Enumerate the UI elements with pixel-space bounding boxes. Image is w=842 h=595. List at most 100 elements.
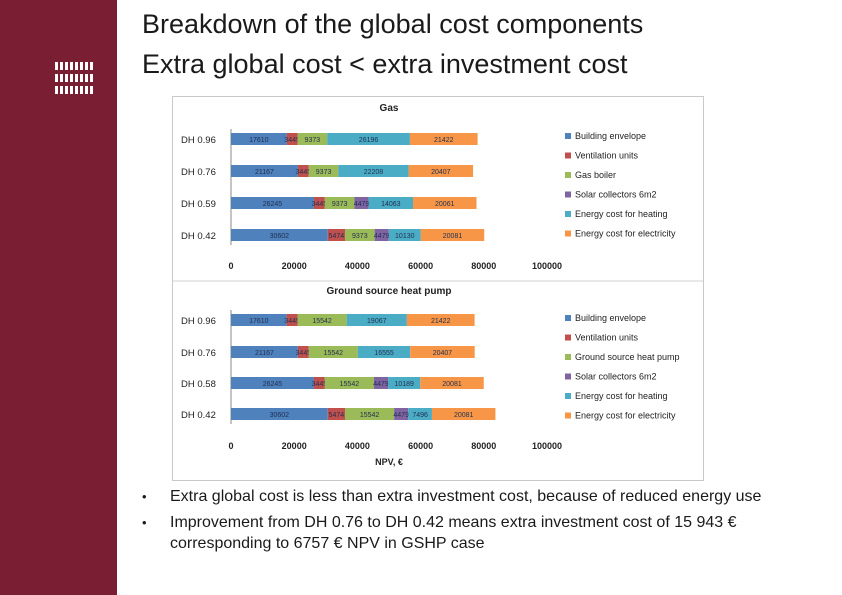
bar-segment [313, 377, 325, 389]
bar-segment [231, 377, 314, 389]
data-label: 21167 [255, 350, 274, 357]
left-decorative-band [0, 0, 117, 595]
x-tick-label: 0 [228, 261, 233, 271]
data-label: 20407 [433, 350, 453, 357]
chart-title: Gas [380, 103, 399, 114]
data-label: 20407 [431, 169, 451, 176]
bar-segment [413, 197, 477, 209]
legend-entry: Solar collectors 6m2 [575, 372, 657, 382]
data-label: 5474 [329, 233, 345, 240]
data-label: 21167 [255, 169, 274, 176]
legend-entry: Energy cost for electricity [575, 411, 676, 421]
legend-swatch [565, 315, 571, 321]
data-label: 3445 [312, 201, 328, 208]
data-label: 17610 [249, 318, 269, 325]
bar-segment [297, 346, 309, 358]
data-label: 3445 [296, 350, 312, 357]
category-label: DH 0.58 [181, 379, 216, 390]
bar-segment [408, 165, 474, 177]
legend-entry: Gas boiler [575, 170, 616, 180]
legend-entry: Building envelope [575, 313, 646, 323]
bar-segment [231, 197, 314, 209]
bar-segment [409, 133, 478, 145]
legend-swatch [565, 172, 571, 178]
data-label: 9373 [305, 137, 321, 144]
x-tick-label: 60000 [408, 261, 433, 271]
data-label: 20081 [454, 412, 474, 419]
legend-swatch [565, 191, 571, 198]
data-label: 20081 [443, 233, 463, 240]
x-tick-label: 80000 [471, 261, 496, 271]
slide-title-line-1: Breakdown of the global cost components [142, 9, 644, 39]
x-tick-label: 20000 [282, 261, 307, 271]
data-label: 19067 [367, 318, 387, 325]
bar-segment [346, 314, 407, 326]
bar-segment [345, 229, 375, 241]
chart-panel: Gas DH 0.96 17610 3445 9373 0 26196 21422 DH 0.7… [172, 96, 704, 481]
data-label: 20081 [442, 381, 462, 388]
category-label: DH 0.76 [181, 348, 216, 359]
category-label: DH 0.96 [181, 316, 216, 327]
x-tick-label: 100000 [532, 441, 562, 451]
data-label: 26245 [263, 381, 283, 388]
bar-segment [338, 165, 409, 177]
bar-segment [388, 377, 421, 389]
data-label: 26245 [263, 201, 283, 208]
slide-title-line-2: Extra global cost < extra investment cos… [142, 49, 628, 79]
bar-segment [297, 165, 309, 177]
legend-entry: Energy cost for heating [575, 209, 668, 219]
category-label: DH 0.76 [181, 167, 216, 178]
bar-segment [420, 377, 484, 389]
bar-segment [308, 346, 358, 358]
legend-swatch [565, 393, 571, 399]
bar-segment [297, 133, 328, 145]
x-axis-label: NPV, € [375, 457, 403, 467]
bar-segment [286, 133, 298, 145]
data-label: 10189 [394, 381, 414, 388]
bar-segment [297, 314, 347, 326]
legend-entry: Energy cost for electricity [575, 229, 676, 239]
bar-segment [368, 197, 414, 209]
data-label: 30602 [270, 412, 290, 419]
data-label: 16555 [374, 350, 394, 357]
data-label: 30602 [270, 233, 290, 240]
legend-entry: Ground source heat pump [575, 352, 680, 362]
data-label: 17610 [249, 137, 269, 144]
bar-segment [394, 408, 409, 420]
stacked-bar-charts: Gas DH 0.96 17610 3445 9373 0 26196 21422 DH 0.7… [173, 103, 703, 467]
legend-swatch [565, 334, 571, 341]
x-tick-label: 0 [228, 441, 233, 451]
data-label: 9373 [352, 233, 368, 240]
legend-swatch [565, 133, 571, 139]
data-label: 15542 [324, 350, 344, 357]
bar-segment [420, 229, 485, 241]
legend-swatch [565, 373, 571, 380]
data-label: 22208 [364, 169, 384, 176]
bar-segment [388, 229, 421, 241]
data-label: 4479 [373, 381, 389, 388]
legend-swatch [565, 354, 571, 360]
legend-swatch [565, 412, 571, 419]
data-label: 7496 [412, 412, 428, 419]
x-tick-label: 100000 [532, 261, 562, 271]
data-label: 15542 [312, 318, 332, 325]
bar-segment [308, 165, 339, 177]
legend-entry: Ventilation units [575, 151, 639, 161]
data-label: 3445 [312, 381, 328, 388]
x-tick-label: 40000 [345, 441, 370, 451]
bar-segment [357, 346, 411, 358]
bullet-list: • Extra global cost is less than extra i… [142, 486, 822, 559]
bullet-text: Extra global cost is less than extra inv… [170, 488, 762, 505]
x-tick-label: 40000 [345, 261, 370, 271]
bullet-dot-icon: • [142, 489, 147, 504]
x-tick-label: 20000 [282, 441, 307, 451]
bar-segment [354, 197, 369, 209]
data-label: 3445 [296, 169, 312, 176]
bar-segment [373, 377, 389, 389]
bar-segment [327, 229, 346, 241]
bar-segment [327, 133, 410, 145]
bullet-dot-icon: • [142, 515, 147, 530]
bar-segment [231, 133, 287, 145]
bar-segment [231, 165, 298, 177]
legend-entry: Ventilation units [575, 333, 639, 343]
